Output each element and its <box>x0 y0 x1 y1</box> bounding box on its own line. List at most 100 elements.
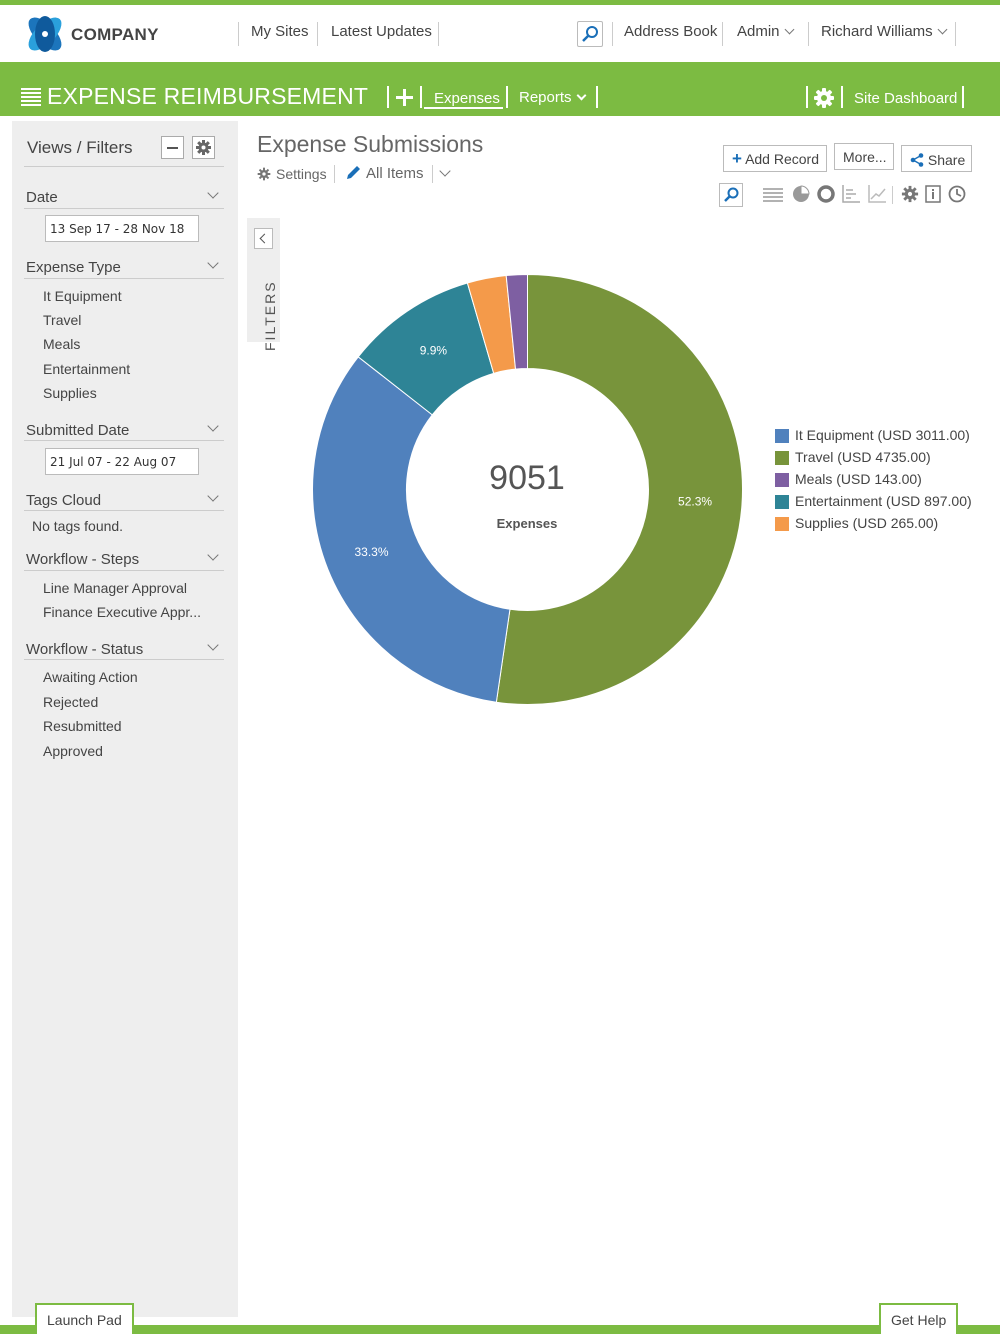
legend-label: Travel (USD 4735.00) <box>795 449 931 465</box>
app-title: EXPENSE REIMBURSEMENT <box>47 83 369 109</box>
header-divider <box>955 22 956 46</box>
filter-expense-type-heading[interactable]: Expense Type <box>26 259 121 276</box>
collapse-filters-button[interactable] <box>254 228 273 249</box>
legend-label: Meals (USD 143.00) <box>795 471 922 487</box>
line-chart-view-icon[interactable] <box>867 184 887 204</box>
slice-percent-label: 33.3% <box>354 545 388 559</box>
gear-icon[interactable] <box>900 184 920 204</box>
nav-address-book[interactable]: Address Book <box>624 23 718 40</box>
legend-swatch <box>775 495 789 509</box>
add-record-button[interactable]: + Add Record <box>723 145 827 172</box>
divider <box>24 440 224 441</box>
chevron-down-icon <box>937 24 948 35</box>
share-label: Share <box>927 152 966 168</box>
add-record-label: Add Record <box>745 151 819 167</box>
filter-workflow-steps-heading[interactable]: Workflow - Steps <box>26 551 140 568</box>
total-count-value: 9051 <box>489 459 565 497</box>
filter-submitted-date-heading[interactable]: Submitted Date <box>26 422 130 439</box>
list-view-icon[interactable] <box>763 184 783 204</box>
chevron-down-icon <box>784 24 794 35</box>
chevron-down-icon[interactable] <box>207 420 219 432</box>
divider <box>24 278 224 279</box>
date-range-input[interactable]: 13 Sep 17 - 28 Nov 18 <box>45 215 199 242</box>
search-icon <box>582 26 598 42</box>
filter-option-it-equipment[interactable]: It Equipment <box>43 288 122 304</box>
minus-icon <box>167 147 178 149</box>
filter-option-meals[interactable]: Meals <box>43 336 81 352</box>
appbar-divider <box>506 86 508 108</box>
collapse-sidebar-button[interactable] <box>161 136 184 159</box>
divider <box>24 570 224 571</box>
divider <box>334 165 335 183</box>
view-selector[interactable]: All Items <box>366 165 424 182</box>
get-help-button[interactable]: Get Help <box>879 1303 959 1334</box>
gear-icon <box>196 140 211 155</box>
global-header: COMPANY My Sites Latest Updates Address … <box>0 5 1000 62</box>
appbar-divider <box>962 86 964 108</box>
divider <box>892 186 893 204</box>
submitted-date-input[interactable]: 21 Jul 07 - 22 Aug 07 <box>45 448 199 475</box>
filter-option-finance-executive-approval[interactable]: Finance Executive Appr... <box>43 604 201 620</box>
header-divider <box>612 22 613 46</box>
divider <box>24 659 224 660</box>
filter-workflow-status-heading[interactable]: Workflow - Status <box>26 641 144 658</box>
no-tags-message: No tags found. <box>32 518 124 534</box>
chevron-down-icon[interactable] <box>439 165 451 177</box>
donut-chart-view-icon[interactable] <box>816 184 836 204</box>
chevron-down-icon[interactable] <box>207 490 219 502</box>
chevron-down-icon[interactable] <box>207 549 219 561</box>
gear-icon[interactable] <box>814 88 834 108</box>
chevron-left-icon <box>259 233 270 244</box>
nav-admin-menu[interactable]: Admin <box>737 23 794 40</box>
hamburger-menu-icon[interactable] <box>21 88 41 106</box>
donut-slice-4[interactable] <box>505 273 528 370</box>
pencil-icon <box>347 166 360 179</box>
donut-slice-1[interactable] <box>312 356 511 703</box>
filter-option-rejected[interactable]: Rejected <box>43 694 99 710</box>
header-divider <box>438 22 439 46</box>
appbar-divider <box>420 86 422 108</box>
filter-option-awaiting-action[interactable]: Awaiting Action <box>43 669 138 685</box>
tab-expenses[interactable]: Expenses <box>434 90 500 107</box>
chevron-down-icon[interactable] <box>207 187 219 199</box>
filter-option-approved[interactable]: Approved <box>43 743 103 759</box>
filter-option-entertainment[interactable]: Entertainment <box>43 361 131 377</box>
company-logo-icon[interactable] <box>22 11 68 57</box>
filter-tags-cloud-heading[interactable]: Tags Cloud <box>26 492 102 509</box>
pie-chart-view-icon[interactable] <box>791 184 811 204</box>
filter-option-resubmitted[interactable]: Resubmitted <box>43 718 122 734</box>
search-icon <box>724 187 739 202</box>
chevron-down-icon[interactable] <box>207 257 219 269</box>
more-button[interactable]: More... <box>834 143 894 170</box>
info-icon[interactable] <box>923 184 943 204</box>
filters-side-tab[interactable]: FILTERS <box>247 218 280 351</box>
filter-option-line-manager-approval[interactable]: Line Manager Approval <box>43 580 187 596</box>
bar-chart-view-icon[interactable] <box>841 184 861 204</box>
tab-reports[interactable]: Reports <box>519 89 586 106</box>
share-button[interactable]: Share <box>901 145 972 172</box>
legend-label: Entertainment (USD 897.00) <box>795 493 972 509</box>
add-icon[interactable] <box>396 89 413 106</box>
history-icon[interactable] <box>947 184 967 204</box>
page-title: Expense Submissions <box>257 131 484 157</box>
active-tab-underline <box>424 107 503 109</box>
user-menu[interactable]: Richard Williams <box>821 23 948 40</box>
filter-option-supplies[interactable]: Supplies <box>43 385 97 401</box>
filter-option-travel[interactable]: Travel <box>43 312 82 328</box>
global-search-button[interactable] <box>577 21 603 47</box>
share-icon <box>910 153 924 167</box>
nav-my-sites[interactable]: My Sites <box>251 23 309 40</box>
chevron-down-icon[interactable] <box>207 639 219 651</box>
header-divider <box>808 22 809 46</box>
filter-date-heading[interactable]: Date <box>26 189 58 206</box>
donut-slice-0[interactable] <box>495 273 743 705</box>
chart-search-button[interactable] <box>719 183 743 207</box>
appbar-divider <box>806 86 808 108</box>
nav-latest-updates[interactable]: Latest Updates <box>331 23 432 40</box>
view-settings-link[interactable]: Settings <box>276 166 327 182</box>
sidebar-settings-button[interactable] <box>192 136 215 159</box>
divider <box>24 208 224 209</box>
chevron-down-icon <box>576 90 586 101</box>
site-dashboard-link[interactable]: Site Dashboard <box>854 90 958 107</box>
launch-pad-button[interactable]: Launch Pad <box>35 1303 134 1334</box>
